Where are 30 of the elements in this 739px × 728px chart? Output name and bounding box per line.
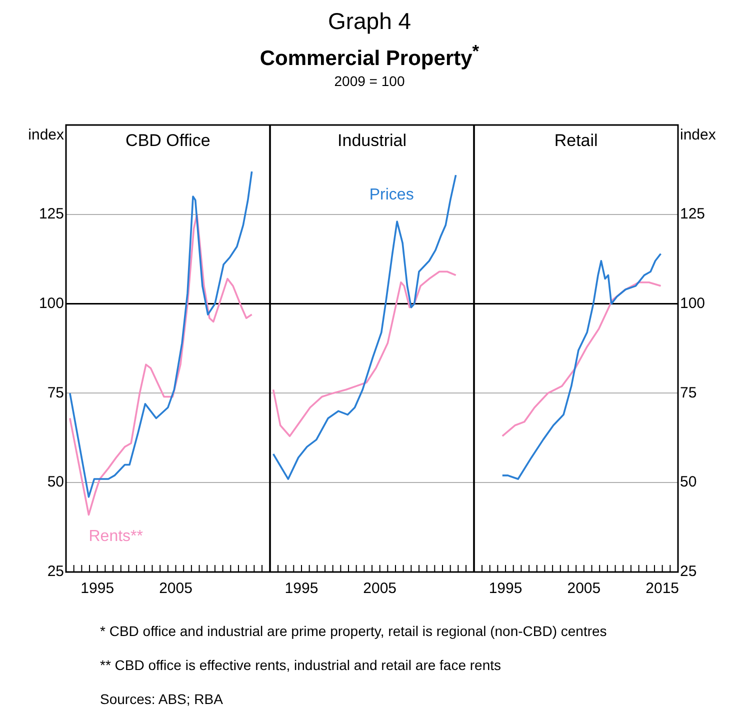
y-tick-label: 75 <box>47 384 64 402</box>
source-note: Sources: ABS; RBA <box>100 690 224 709</box>
text: 2009 = 100 <box>333 73 406 89</box>
chart-title: Industrial <box>338 131 406 150</box>
y2-tick-label: 100 <box>680 294 706 312</box>
x-tick-label: 1995 <box>488 580 522 598</box>
y2-tick-label: 25 <box>680 563 697 580</box>
y2-tick-label: 75 <box>680 384 697 402</box>
y2-axis-title: index <box>680 126 716 144</box>
x-tick-label: 2005 <box>363 580 397 598</box>
x-tick-label: 2005 <box>567 580 601 598</box>
text: ** CBD office is effective rents, industrial and retail are face rents <box>100 656 502 675</box>
x-tick-label: 2005 <box>159 580 192 598</box>
y-tick-label: 100 <box>38 294 64 312</box>
x-tick-label: 2015 <box>646 580 680 598</box>
y-tick-label: 25 <box>47 563 64 580</box>
y-tick-label: 50 <box>47 474 64 491</box>
series-label: Rents** <box>88 528 143 546</box>
chart-title: CBD Office <box>126 131 210 150</box>
text: Commercial Property$^{*}$ <box>258 41 480 71</box>
caption: Graph 4 <box>326 8 412 35</box>
x-tick-label: 1995 <box>80 580 114 598</box>
y-tick-label: 125 <box>38 206 64 223</box>
x-tick-label: 1995 <box>284 580 318 598</box>
text: * CBD office and industrial are prime property, retail is regional (non-CBD) centres <box>100 622 608 641</box>
series-label: Prices <box>369 186 414 204</box>
chart-title: Retail <box>554 131 598 150</box>
y2-tick-label: 50 <box>680 474 697 491</box>
y2-tick-label: 125 <box>680 206 706 223</box>
y-axis-title: index <box>28 126 64 144</box>
